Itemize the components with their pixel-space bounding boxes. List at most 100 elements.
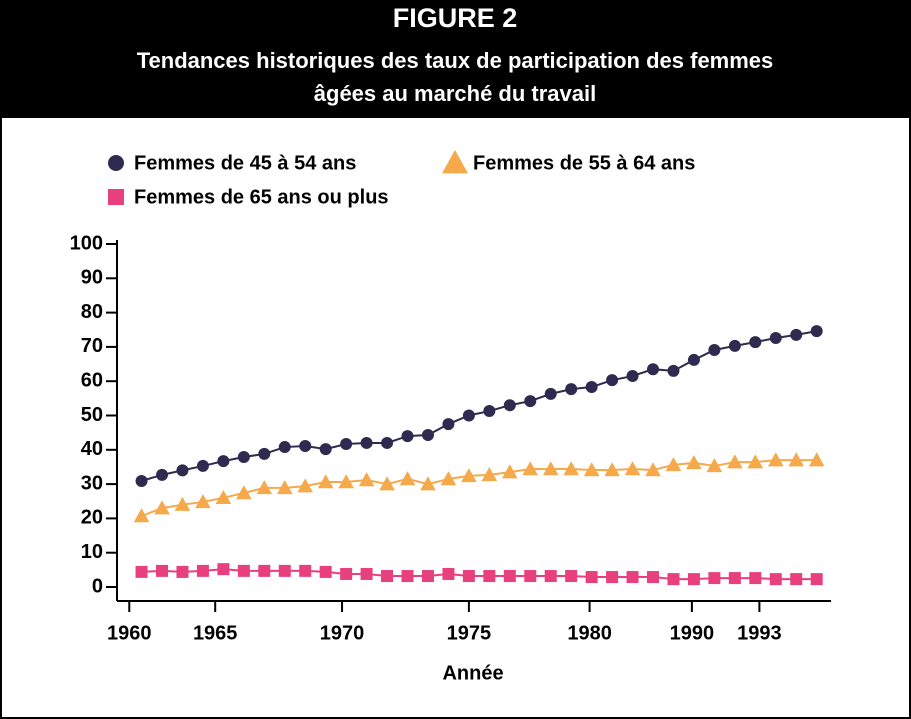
marker (299, 440, 312, 453)
marker (749, 336, 762, 349)
marker (747, 454, 764, 469)
marker (217, 455, 230, 468)
y-tick-label: 50 (81, 404, 103, 426)
legend-marker (108, 155, 124, 171)
marker (542, 461, 559, 476)
marker (156, 564, 169, 577)
marker (258, 564, 271, 577)
x-tick-label: 1960 (107, 622, 152, 644)
marker (297, 478, 314, 493)
marker (256, 480, 273, 495)
marker (583, 462, 600, 477)
marker (544, 570, 557, 583)
marker (727, 454, 743, 469)
marker (338, 474, 354, 489)
chart-subtitle: Tendances historiques des taux de partic… (137, 48, 774, 73)
marker (421, 570, 434, 583)
marker (790, 328, 803, 341)
marker (258, 447, 271, 460)
marker (420, 476, 436, 491)
marker (790, 573, 803, 586)
marker (462, 409, 475, 422)
marker (156, 468, 169, 481)
marker (810, 573, 823, 586)
marker (135, 475, 148, 488)
marker (502, 464, 518, 479)
marker (237, 451, 250, 464)
marker (401, 570, 414, 583)
legend-label: Femmes de 55 à 64 ans (473, 152, 695, 174)
marker (440, 471, 457, 486)
marker (706, 458, 723, 473)
marker (810, 325, 823, 338)
marker (544, 387, 557, 400)
marker (606, 374, 619, 387)
series-line (141, 330, 817, 482)
marker (585, 571, 598, 584)
marker (769, 573, 782, 586)
y-tick-label: 60 (81, 369, 103, 391)
marker (604, 462, 620, 477)
marker (503, 399, 516, 412)
marker (606, 571, 619, 584)
marker (585, 381, 598, 394)
y-tick-label: 20 (81, 507, 103, 529)
header-band (0, 0, 911, 118)
legend-marker (442, 150, 468, 174)
marker (565, 570, 578, 583)
marker (665, 457, 682, 472)
marker (135, 565, 148, 578)
marker (319, 565, 332, 578)
marker (667, 364, 680, 377)
marker (358, 472, 375, 487)
marker (174, 496, 191, 511)
legend-label: Femmes de 45 à 54 ans (134, 152, 356, 174)
marker (381, 570, 394, 583)
marker (442, 567, 455, 580)
marker (808, 452, 825, 467)
marker (299, 564, 312, 577)
marker (154, 500, 170, 515)
marker (176, 565, 189, 578)
marker (360, 567, 373, 580)
marker (522, 461, 539, 476)
marker (788, 452, 805, 467)
marker (319, 443, 332, 456)
legend-marker (108, 189, 124, 205)
marker (626, 370, 639, 383)
marker (195, 494, 211, 509)
marker (708, 572, 721, 585)
marker (503, 570, 516, 583)
marker (767, 452, 784, 467)
marker (749, 572, 762, 585)
x-axis-label: Année (442, 662, 503, 684)
marker (645, 462, 661, 477)
marker (563, 461, 579, 476)
marker (317, 474, 334, 489)
x-tick-label: 1965 (193, 622, 238, 644)
marker (565, 383, 578, 396)
y-tick-label: 0 (92, 575, 103, 597)
y-tick-label: 70 (81, 335, 103, 357)
marker (483, 405, 496, 418)
chart-subtitle: âgées au marché du travail (314, 81, 596, 106)
marker (728, 339, 741, 352)
y-tick-label: 10 (81, 541, 103, 563)
y-tick-label: 90 (81, 267, 103, 289)
legend-label: Femmes de 65 ans ou plus (134, 186, 389, 208)
marker (624, 461, 641, 476)
marker (524, 395, 537, 408)
marker (379, 476, 395, 491)
chart-title: FIGURE 2 (393, 3, 518, 33)
marker (687, 353, 700, 366)
marker (667, 573, 680, 586)
x-tick-label: 1990 (670, 622, 715, 644)
marker (708, 343, 721, 356)
marker (381, 436, 394, 449)
series-line (141, 568, 817, 581)
marker (133, 508, 150, 523)
marker (524, 570, 537, 583)
x-tick-label: 1975 (447, 622, 492, 644)
